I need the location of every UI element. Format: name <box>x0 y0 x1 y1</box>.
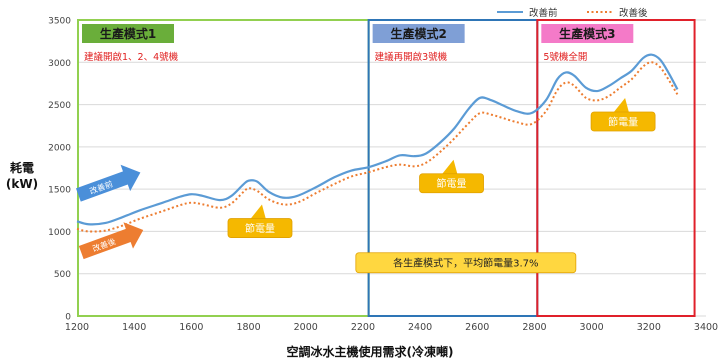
mode-title-box <box>541 24 634 43</box>
callout-label: 節電量 <box>437 177 467 190</box>
trend-arrow: 改善後 <box>78 222 144 260</box>
y-tick-label: 2000 <box>48 143 71 153</box>
grid <box>77 19 706 317</box>
y-tick-label: 500 <box>54 270 71 280</box>
summary-callout: 各生產模式下，平均節電量3.7% <box>355 252 577 274</box>
x-tick-label: 1200 <box>65 322 89 333</box>
y-tick-label: 3500 <box>48 17 71 27</box>
mode-title: 生產模式1 <box>100 26 156 41</box>
mode-title-box <box>372 24 465 43</box>
series-line <box>76 61 679 233</box>
callout-box <box>355 252 577 274</box>
callout-pointer <box>613 97 630 113</box>
y-tick-label: 0 <box>65 313 71 323</box>
callout-pointer <box>441 159 458 175</box>
energy-saving-callout: 節電量 <box>227 204 293 238</box>
x-tick-label: 2000 <box>294 322 318 333</box>
tick-labels: 0 500 1000 1500 2000 2500 3000 3500 1200 1400 1600… <box>48 17 718 334</box>
mode-regions: 生產模式1 建議開啟1、2、4號機 生產模式2 建議再開啟3號機 生產模式3 5號機全開 <box>77 19 696 317</box>
trend-arrow: 改善前 <box>75 164 141 202</box>
x-tick-label: 2400 <box>408 322 432 333</box>
mode-region-box <box>536 19 696 317</box>
energy-saving-callout: 節電量 <box>590 97 656 132</box>
x-tick-label: 2200 <box>351 322 375 333</box>
callout-label: 節電量 <box>608 115 638 128</box>
series-line <box>76 53 679 226</box>
mode-subtitle: 建議再開啟3號機 <box>375 51 448 63</box>
legend: 改善前 改善後 <box>497 7 648 19</box>
x-tick-label: 3200 <box>637 322 661 333</box>
legend-label: 改善前 <box>529 7 558 19</box>
legend-label: 改善後 <box>619 7 648 19</box>
series-lines <box>76 53 679 233</box>
x-tick-label: 3000 <box>580 322 604 333</box>
mode-subtitle: 5號機全開 <box>543 51 587 63</box>
mode-title-box <box>82 24 174 43</box>
callout-label: 各生產模式下，平均節電量3.7% <box>393 257 538 270</box>
mode-subtitle: 建議開啟1、2、4號機 <box>84 51 179 63</box>
y-tick-label: 1000 <box>48 228 71 238</box>
x-tick-label: 3400 <box>694 322 718 333</box>
mode-title: 生產模式2 <box>390 26 446 41</box>
y-axis-title: 耗電 (kW) <box>2 160 42 192</box>
mode-title: 生產模式3 <box>559 26 615 41</box>
trend-arrow-shape <box>75 164 141 202</box>
x-tick-label: 2600 <box>465 322 489 333</box>
y-tick-label: 1500 <box>48 186 71 196</box>
x-tick-label: 1800 <box>236 322 260 333</box>
mode-region-box <box>77 19 370 317</box>
y-tick-label: 2500 <box>48 101 71 111</box>
x-tick-label: 1400 <box>122 322 146 333</box>
y-axis-title-line1: 耗電 <box>9 161 34 175</box>
x-tick-label: 2800 <box>522 322 546 333</box>
callout-box <box>227 218 293 238</box>
callout-box <box>419 173 484 194</box>
y-axis-title-line2: (kW) <box>5 177 39 191</box>
x-axis-title: 空調冰水主機使用需求(冷凍噸) <box>286 345 454 359</box>
y-tick-label: 3000 <box>48 59 71 69</box>
trend-arrow-shape <box>78 222 144 260</box>
callout-box <box>590 111 656 132</box>
x-tick-label: 1600 <box>179 322 203 333</box>
energy-saving-callout: 節電量 <box>419 159 484 194</box>
callout-label: 節電量 <box>245 222 275 235</box>
callout-pointer <box>249 204 266 220</box>
